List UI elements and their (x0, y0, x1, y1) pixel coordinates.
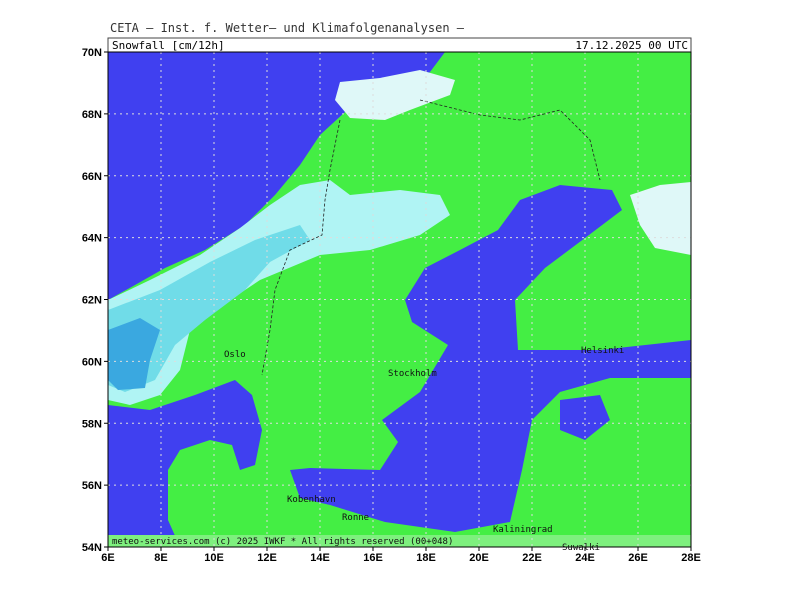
lon-label: 22E (522, 552, 542, 564)
lon-label: 26E (628, 552, 648, 564)
valid-time: 17.12.2025 00 UTC (575, 39, 688, 52)
lon-label: 8E (154, 552, 167, 564)
lat-label: 68N (82, 109, 102, 121)
lon-label: 18E (416, 552, 436, 564)
place-label: Ronne (342, 513, 369, 523)
title: Snowfall [cm/12h] (112, 39, 225, 52)
snow-east (630, 182, 691, 255)
lon-label: 12E (257, 552, 277, 564)
place-label: Suwalki (562, 543, 600, 553)
footer: meteo-services.com (c) 2025 IWKF * All r… (112, 537, 453, 547)
lon-label: 6E (101, 552, 114, 564)
lon-label: 28E (681, 552, 701, 564)
place-label: Oslo (224, 350, 246, 360)
snow-north (335, 70, 455, 120)
lon-label: 24E (575, 552, 595, 564)
lat-label: 56N (82, 480, 102, 492)
lon-label: 14E (310, 552, 330, 564)
snow-heavy (108, 318, 160, 390)
lat-label: 58N (82, 418, 102, 430)
lon-label: 20E (469, 552, 489, 564)
lat-label: 54N (82, 542, 102, 554)
lon-label: 10E (204, 552, 224, 564)
place-label: Kaliningrad (493, 525, 553, 535)
map-frame (107, 51, 692, 548)
lat-label: 60N (82, 356, 102, 368)
place-label: Stockholm (388, 369, 437, 379)
lat-label: 64N (82, 233, 102, 245)
north-sea (108, 380, 262, 547)
lat-label: 70N (82, 47, 102, 59)
baltic-sea (290, 185, 691, 532)
map (104, 51, 692, 551)
border (261, 99, 601, 376)
gulf-of-riga (560, 395, 610, 440)
lat-label: 66N (82, 171, 102, 183)
place-label: Helsinki (581, 346, 624, 356)
lon-label: 16E (363, 552, 383, 564)
lat-label: 62N (82, 295, 102, 307)
header: CETA — Inst. f. Wetter— und Klimafolgena… (110, 21, 465, 35)
footer-bar (108, 535, 691, 547)
snow-light (108, 180, 450, 405)
snow-medium (108, 225, 310, 392)
place-label: Kobenhavn (287, 495, 336, 505)
